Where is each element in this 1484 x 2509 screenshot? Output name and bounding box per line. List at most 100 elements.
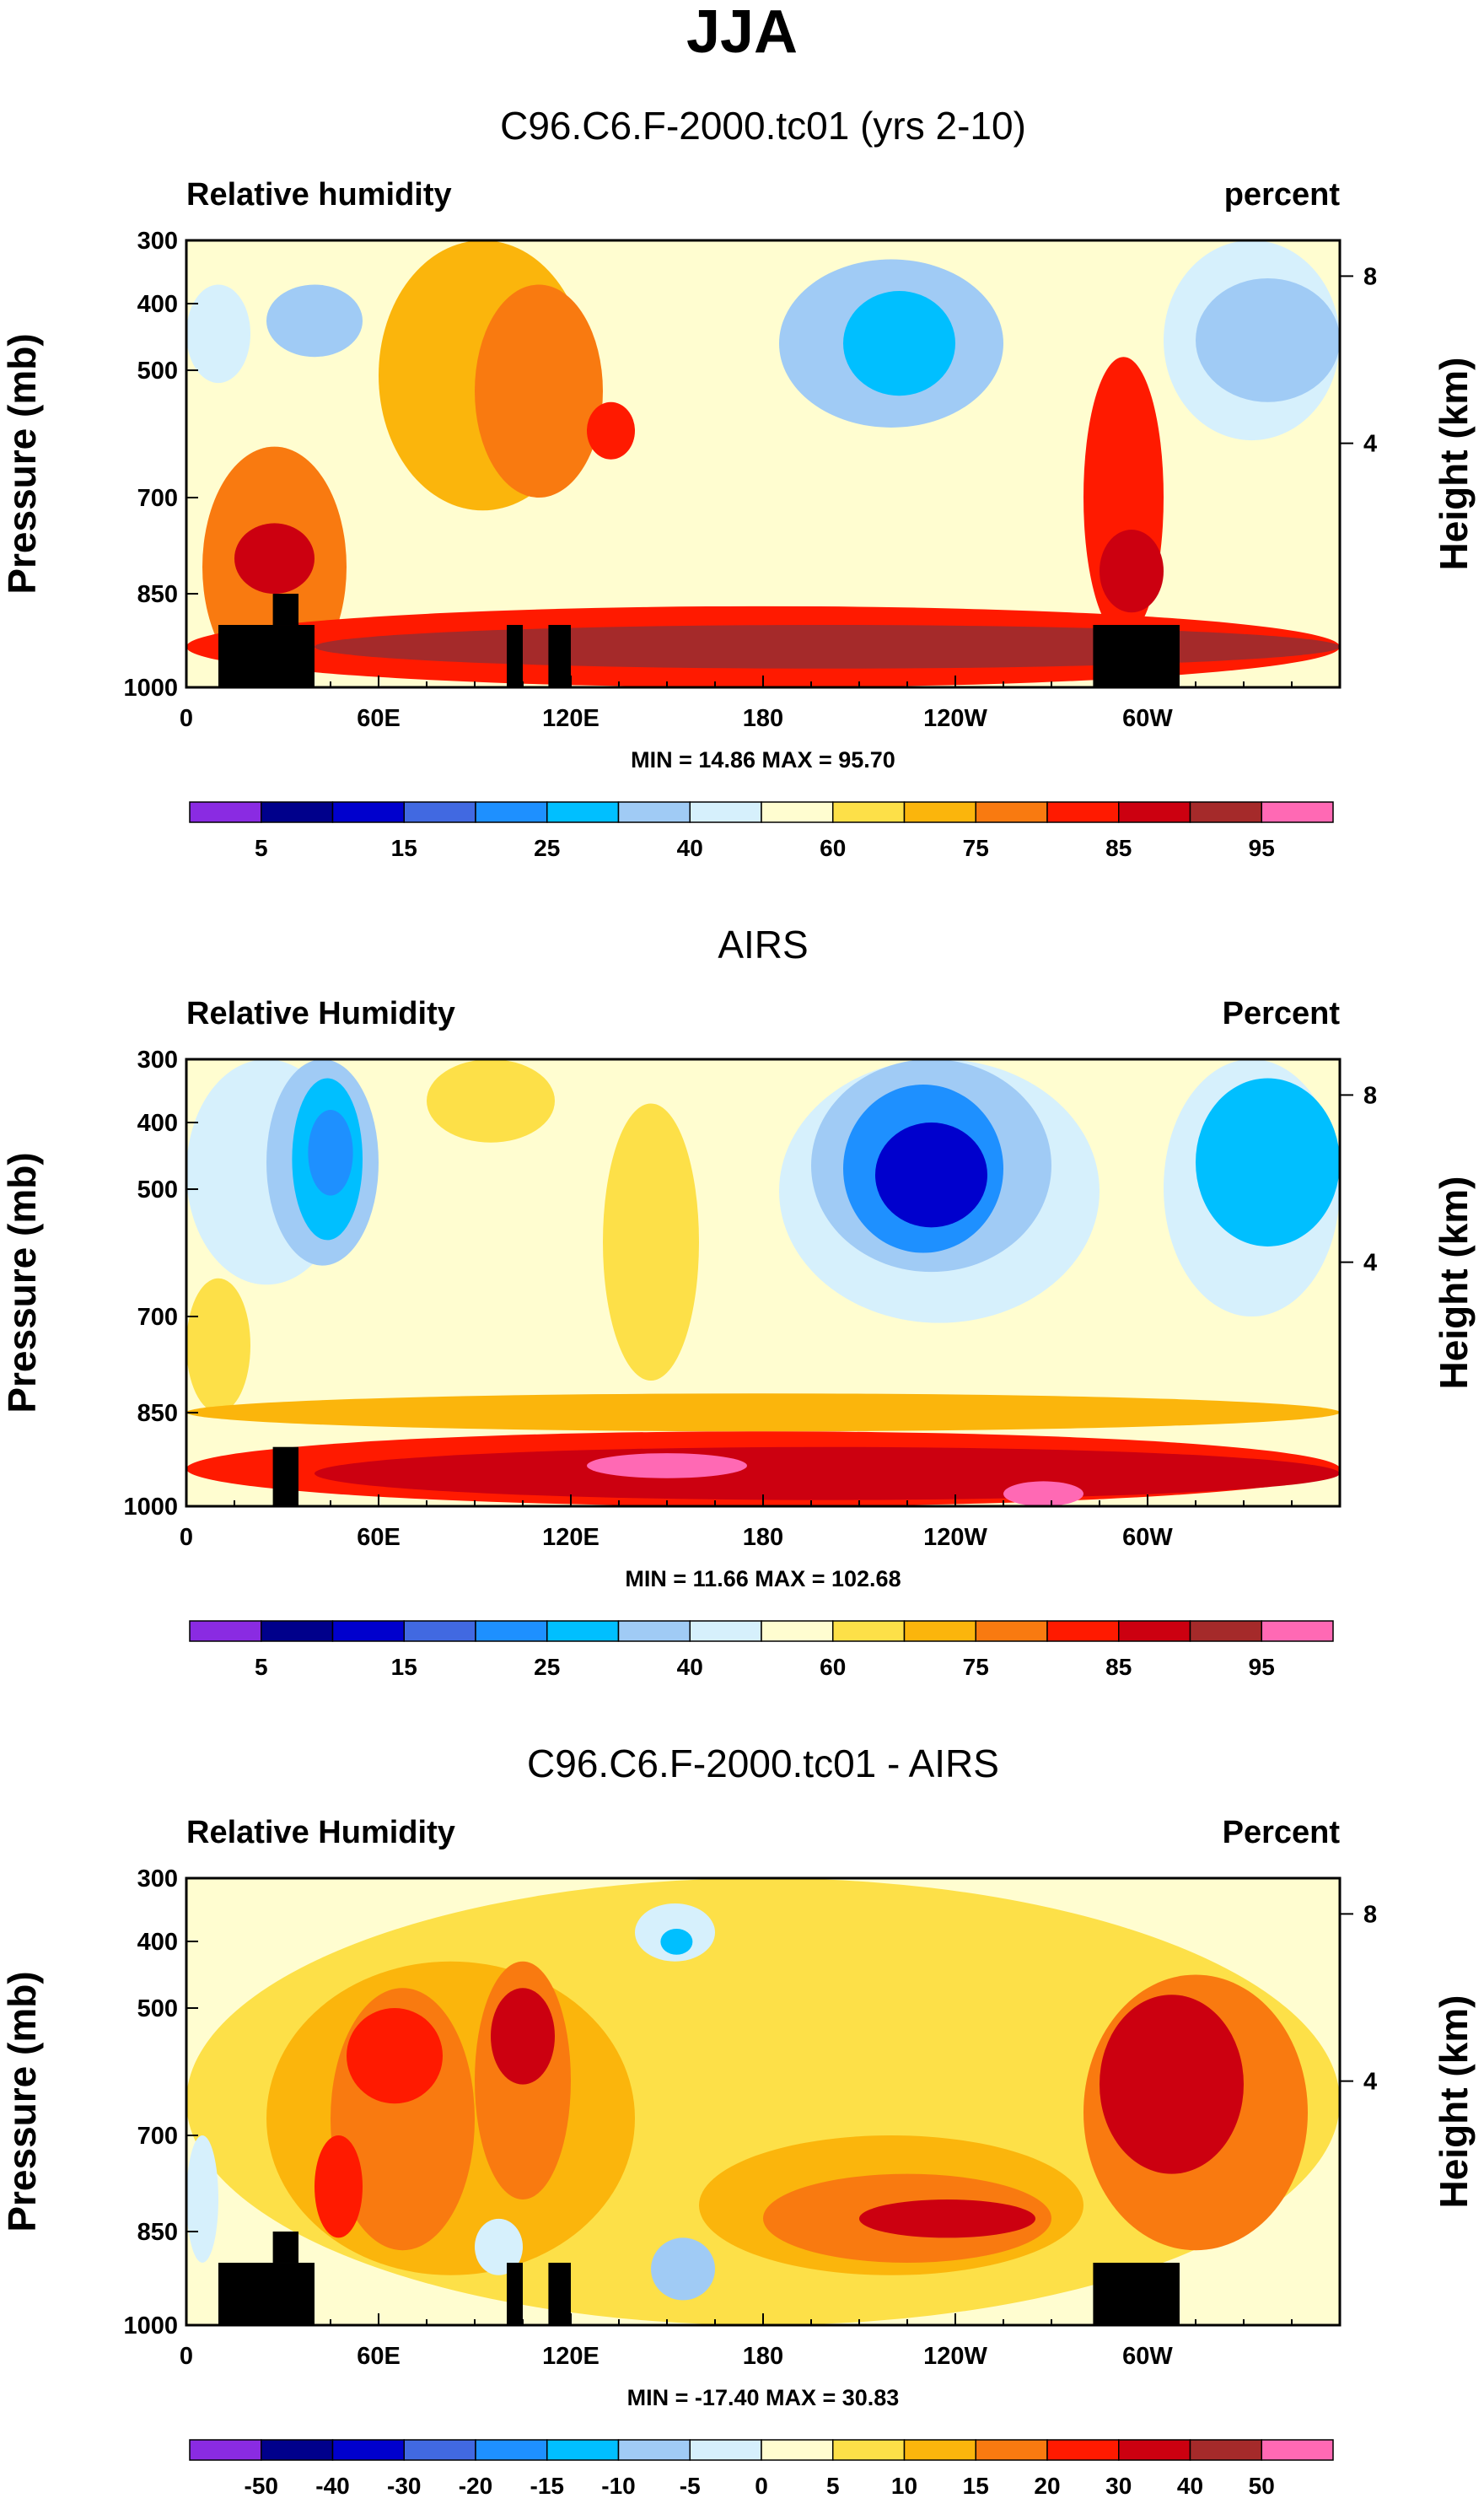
x-tick-label: 60W [1122,705,1173,732]
x-tick-label: 0 [180,2343,193,2370]
colorbar-label: 15 [391,1654,417,1680]
colorbar-label: 25 [534,835,560,861]
panels: C96.C6.F-2000.tc01 (yrs 2-10) Relative hu… [0,104,1476,2499]
topography-block [548,625,571,687]
y-tick-label: 1000 [123,675,178,702]
left-label: Relative humidity [186,177,452,213]
colorbar-box [546,2439,620,2461]
contour-region [875,1122,987,1228]
colorbar-box [403,1620,476,1642]
contour-field [186,240,1340,687]
colorbar-box [331,1620,405,1642]
contour-region [1196,1078,1340,1246]
colorbar-box [331,801,405,823]
colorbar-box [761,801,834,823]
min-max: MIN = -17.40 MAX = 30.83 [627,2385,900,2410]
topography-block [548,2263,571,2325]
y-tick-label: 300 [137,1866,178,1893]
colorbar: 5 15 25 40 60 75 85 95 [189,801,1334,861]
colorbar-box [617,801,691,823]
contour-region [315,2135,363,2238]
colorbar-box [1046,1620,1120,1642]
colorbar-label: 25 [534,1654,560,1680]
contour-region [475,284,603,498]
panel-title: C96.C6.F-2000.tc01 (yrs 2-10) [500,104,1026,148]
topography-block [272,2232,298,2264]
colorbar-box [975,1620,1048,1642]
y-tick-label: 1000 [123,1494,178,1521]
colorbar-label: 40 [1177,2473,1203,2499]
right-tick-label: 4 [1363,431,1377,458]
colorbar-box [1261,1620,1334,1642]
colorbar-box [903,801,976,823]
colorbar-label: 0 [755,2473,768,2499]
y-tick-label: 700 [137,2123,178,2150]
colorbar-box [1189,801,1262,823]
contour-region [1100,1995,1244,2174]
colorbar-box [261,801,334,823]
y-tick-label: 1000 [123,2312,178,2339]
colorbar-box [1046,801,1120,823]
topography-block [272,1446,298,1506]
colorbar-box [761,2439,834,2461]
right-tick-label: 8 [1363,1082,1377,1109]
contour-region [1003,1481,1083,1506]
contour-region [660,1928,693,1955]
y-tick-label: 850 [137,1400,178,1427]
y-tick-label: 850 [137,581,178,608]
colorbar-box [1189,1620,1262,1642]
colorbar-label: 10 [891,2473,917,2499]
colorbar-box [689,1620,762,1642]
colorbar-box [689,2439,762,2461]
colorbar-label: 5 [826,2473,840,2499]
x-tick-label: 60E [357,2343,401,2370]
y-tick-label: 400 [137,1929,178,1956]
right-tick-label: 8 [1363,263,1377,290]
x-tick-label: 60W [1122,1524,1173,1551]
colorbar-box [475,801,548,823]
colorbar-label: 20 [1034,2473,1060,2499]
colorbar-label: -15 [530,2473,564,2499]
figure-title: JJA [686,0,798,66]
colorbar-box [1261,2439,1334,2461]
right-tick-label: 4 [1363,1250,1377,1277]
colorbar-label: 60 [820,1654,846,1680]
contour-region [308,1109,353,1196]
contour-region [186,1393,1340,1432]
contour-region [651,2237,715,2301]
y-tick-label: 500 [137,358,178,385]
contour-region [315,1446,1340,1500]
contour-region [587,401,635,460]
colorbar-label: 85 [1105,835,1132,861]
x-tick-label: 180 [743,705,783,732]
right-label: Percent [1223,1815,1341,1850]
contour-region [603,1103,699,1381]
colorbar-label: -10 [601,2473,635,2499]
x-tick-label: 0 [180,705,193,732]
colorbar-box [546,1620,620,1642]
x-tick-label: 120W [923,1524,987,1551]
colorbar-label: 30 [1105,2473,1132,2499]
x-tick-label: 0 [180,1524,193,1551]
colorbar-box [617,1620,691,1642]
contour-region [266,284,363,358]
colorbar-box [1118,801,1191,823]
y-axis-label: Pressure (mb) [0,333,44,594]
panel-3: C96.C6.F-2000.tc01 - AIRS Relative Humidi… [0,1742,1476,2499]
y-tick-label: 400 [137,1110,178,1137]
topography-block [272,594,298,626]
colorbar-box [261,2439,334,2461]
topography-block [507,2263,523,2325]
right-tick-label: 8 [1363,1901,1377,1928]
contour-field [186,1878,1340,2325]
y-tick-label: 300 [137,228,178,255]
colorbar-box [975,2439,1048,2461]
colorbar-label: -40 [315,2473,349,2499]
colorbar-box [331,2439,405,2461]
colorbar-box [475,2439,548,2461]
contour-region [186,284,250,384]
topography-block [1093,625,1180,687]
contour-region [859,2199,1035,2238]
contour-region [315,625,1340,669]
